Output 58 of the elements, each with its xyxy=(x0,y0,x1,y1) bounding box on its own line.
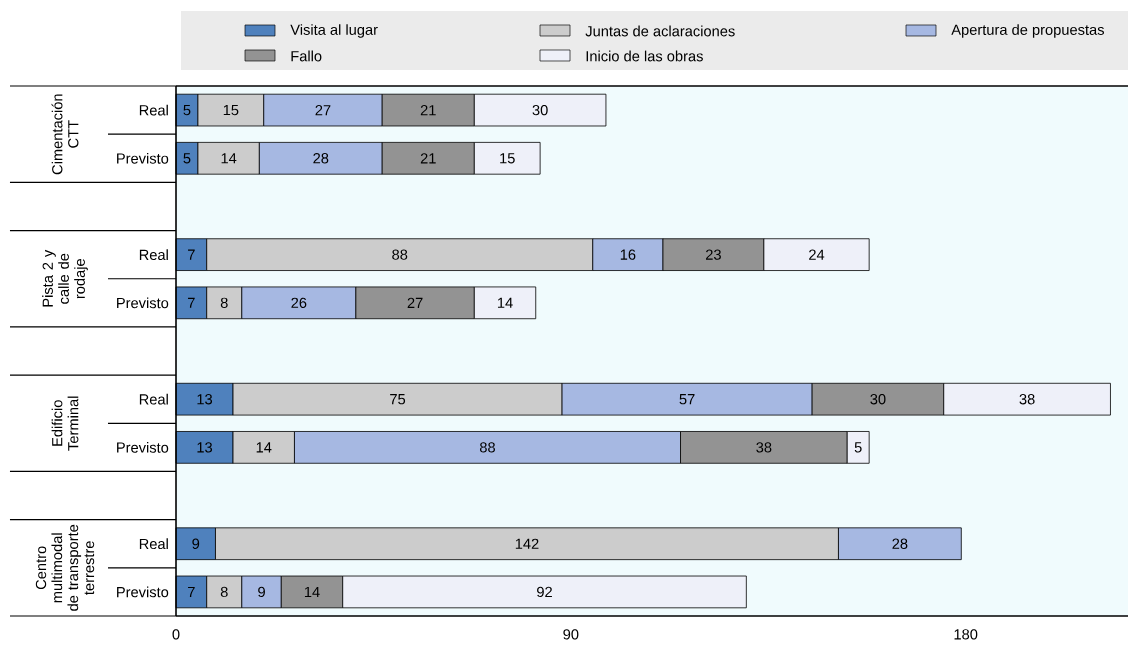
data-label: 14 xyxy=(221,153,237,164)
data-label: 21 xyxy=(420,153,436,164)
data-label: 92 xyxy=(537,586,552,598)
y-tick-label: Previsto xyxy=(117,152,169,164)
y-tick-label: Previsto xyxy=(117,441,169,453)
data-label: 7 xyxy=(188,249,195,260)
legend-label: Juntas de aclaraciones xyxy=(585,25,735,37)
legend-label: Apertura de propuestas xyxy=(951,24,1104,38)
text: Pista 2 y calle de rodaje xyxy=(42,249,88,307)
data-label: 142 xyxy=(515,538,539,549)
data-label: 8 xyxy=(220,586,228,598)
data-label: 23 xyxy=(706,249,721,260)
data-label: 8 xyxy=(220,297,228,309)
data-label: 21 xyxy=(420,104,436,116)
data-label: 5 xyxy=(183,104,191,116)
data-label: 27 xyxy=(407,297,423,308)
data-label: 57 xyxy=(679,394,695,405)
data-label: 9 xyxy=(258,586,265,598)
data-label: 7 xyxy=(188,297,195,308)
data-label: 88 xyxy=(479,442,495,453)
text: Cimentación CTT xyxy=(51,94,79,175)
text: Centro multimodal de transporte terrestre xyxy=(35,524,95,611)
data-label: 9 xyxy=(192,538,200,549)
data-label: 14 xyxy=(256,442,272,453)
y-tick-label: Previsto xyxy=(117,297,169,309)
data-label: 26 xyxy=(291,297,307,309)
data-label: 27 xyxy=(315,104,331,116)
y-tick-label: Real xyxy=(139,538,168,550)
data-label: 28 xyxy=(313,153,329,164)
data-label: 5 xyxy=(854,442,862,453)
data-label: 5 xyxy=(183,153,191,164)
x-tick-label: 180 xyxy=(954,629,978,640)
x-tick-label: 0 xyxy=(172,629,180,640)
data-label: 7 xyxy=(188,586,195,597)
data-label: 13 xyxy=(197,442,213,453)
legend-label: Fallo xyxy=(291,50,322,62)
data-label: 14 xyxy=(304,586,320,597)
data-label: 30 xyxy=(532,104,548,116)
data-label: 24 xyxy=(809,249,825,260)
data-label: 13 xyxy=(197,394,213,405)
data-label: 28 xyxy=(892,538,908,549)
data-label: 38 xyxy=(756,442,772,453)
text: Edificio Terminal xyxy=(51,396,79,451)
legend-label: Inicio de las obras xyxy=(586,50,703,62)
data-label: 38 xyxy=(1019,394,1035,405)
y-tick-label: Real xyxy=(139,104,168,116)
data-label: 15 xyxy=(223,104,239,116)
data-label: 14 xyxy=(497,297,513,308)
data-label: 75 xyxy=(390,394,406,405)
data-label: 88 xyxy=(392,249,408,260)
data-label: 15 xyxy=(500,153,515,164)
x-tick-label: 90 xyxy=(563,629,579,640)
y-tick-label: Real xyxy=(139,249,168,261)
data-label: 30 xyxy=(870,394,886,405)
data-label: 16 xyxy=(620,249,636,260)
y-tick-label: Previsto xyxy=(117,586,169,598)
legend-label: Visita al lugar xyxy=(290,24,378,38)
y-tick-label: Real xyxy=(139,393,168,405)
